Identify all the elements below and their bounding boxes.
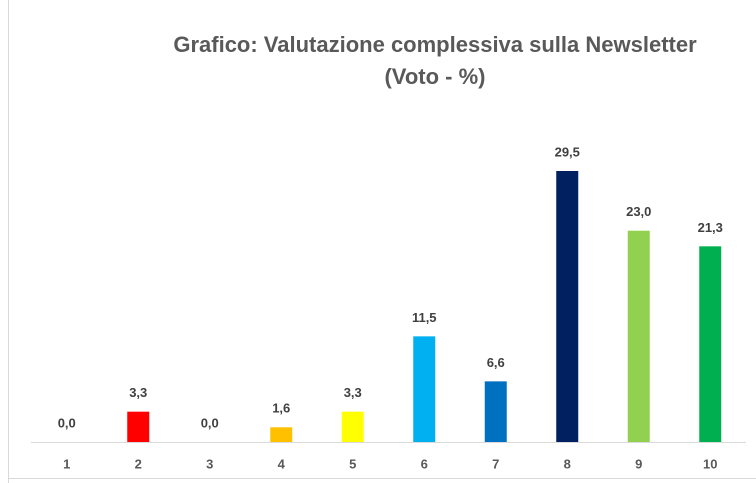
- bar: [699, 246, 722, 442]
- x-tick-label: 6: [421, 456, 428, 471]
- bar: [484, 381, 507, 442]
- x-tick-label: 1: [63, 456, 70, 471]
- x-tick-label: 10: [703, 456, 717, 471]
- chart-title: Grafico: Valutazione complessiva sulla N…: [173, 32, 697, 57]
- value-label: 6,6: [487, 355, 505, 370]
- value-label: 3,3: [344, 385, 362, 400]
- x-tick-label: 7: [492, 456, 499, 471]
- bar: [627, 230, 650, 442]
- x-tick-label: 4: [278, 456, 286, 471]
- value-label: 21,3: [698, 220, 723, 235]
- bar: [127, 411, 150, 442]
- value-label: 11,5: [412, 310, 437, 325]
- x-tick-label: 3: [206, 456, 213, 471]
- x-tick-label: 5: [349, 456, 356, 471]
- bar: [270, 427, 293, 442]
- value-label: 0,0: [201, 415, 219, 430]
- value-label: 29,5: [555, 144, 580, 159]
- value-label: 3,3: [129, 385, 147, 400]
- bar: [341, 411, 364, 442]
- x-tick-label: 9: [635, 456, 642, 471]
- bar: [413, 336, 436, 442]
- x-tick-label: 2: [135, 456, 142, 471]
- value-label: 23,0: [626, 204, 651, 219]
- bar: [556, 171, 579, 442]
- x-tick-label: 8: [564, 456, 571, 471]
- value-label: 1,6: [272, 401, 290, 416]
- chart-subtitle: (Voto - %): [384, 64, 485, 89]
- value-label: 0,0: [58, 415, 76, 430]
